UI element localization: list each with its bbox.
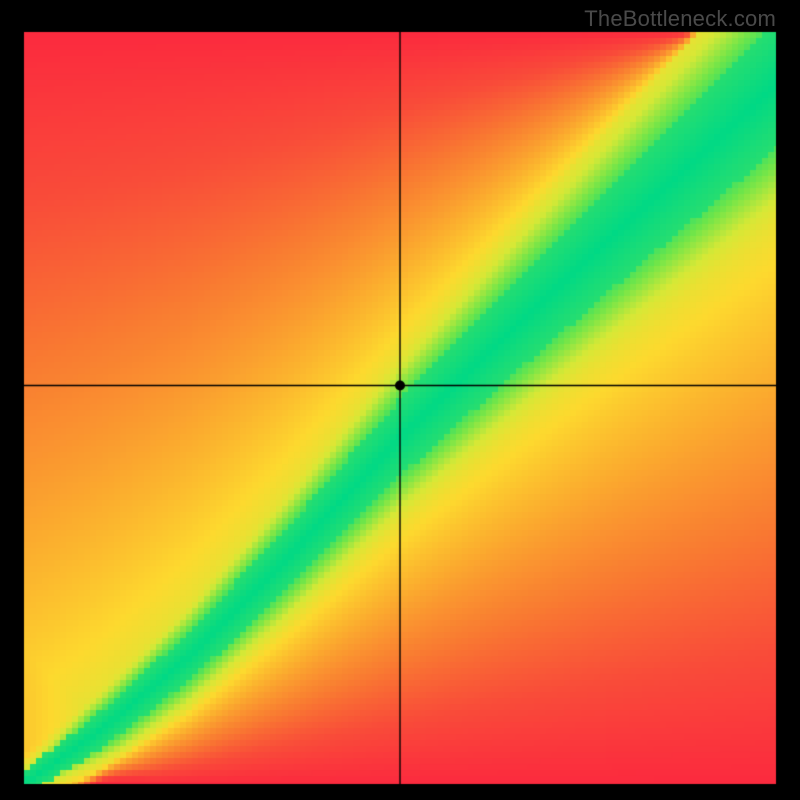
chart-container: TheBottleneck.com	[0, 0, 800, 800]
bottleneck-heatmap-canvas	[0, 0, 800, 800]
watermark-text: TheBottleneck.com	[584, 6, 776, 32]
